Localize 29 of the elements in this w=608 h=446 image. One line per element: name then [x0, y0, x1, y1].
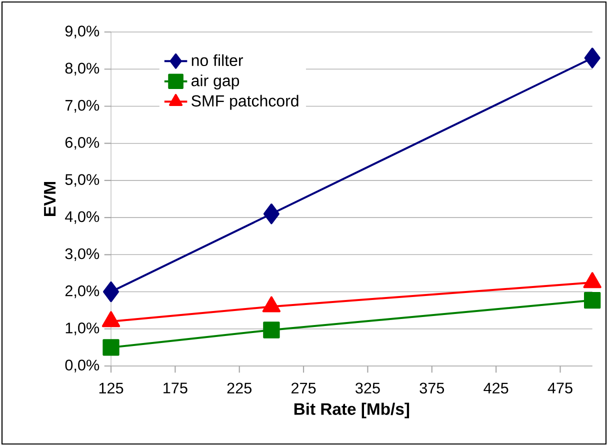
- legend-label: SMF patchcord: [192, 94, 298, 110]
- x-tick-label: 225: [227, 382, 252, 394]
- point: [584, 292, 601, 309]
- x-tick-label: 125: [99, 382, 124, 394]
- x-tick-label: 425: [484, 382, 508, 394]
- x-tick-label: 275: [292, 382, 316, 394]
- y-axis-title: EVM: [44, 182, 56, 216]
- point: [584, 48, 600, 68]
- y-tick-label: 0,0%: [65, 360, 100, 372]
- y-tick-label: 5,0%: [65, 174, 100, 187]
- legend-label: no filter: [192, 54, 244, 66]
- point: [263, 204, 280, 224]
- x-axis-title: Bit Rate [Mb/s]: [294, 402, 410, 418]
- y-tick-label: 7,0%: [65, 100, 100, 113]
- point: [263, 322, 280, 338]
- y-tick-label: 8,0%: [65, 62, 100, 76]
- legend-label: air gap: [192, 74, 240, 90]
- x-tick-label: 175: [164, 382, 188, 394]
- x-tick-label: 475: [548, 382, 572, 394]
- y-tick-label: 2,0%: [65, 285, 100, 298]
- x-tick-label: 325: [356, 382, 380, 394]
- y-tick-label: 6,0%: [65, 137, 100, 150]
- point: [103, 281, 120, 302]
- x-tick-label: 375: [420, 382, 444, 394]
- y-tick-label: 1,0%: [66, 322, 100, 336]
- point: [102, 339, 120, 356]
- y-tick-label: 9,0%: [65, 26, 100, 38]
- y-tick-label: 3,0%: [65, 248, 100, 261]
- y-tick-label: 4,0%: [65, 211, 100, 224]
